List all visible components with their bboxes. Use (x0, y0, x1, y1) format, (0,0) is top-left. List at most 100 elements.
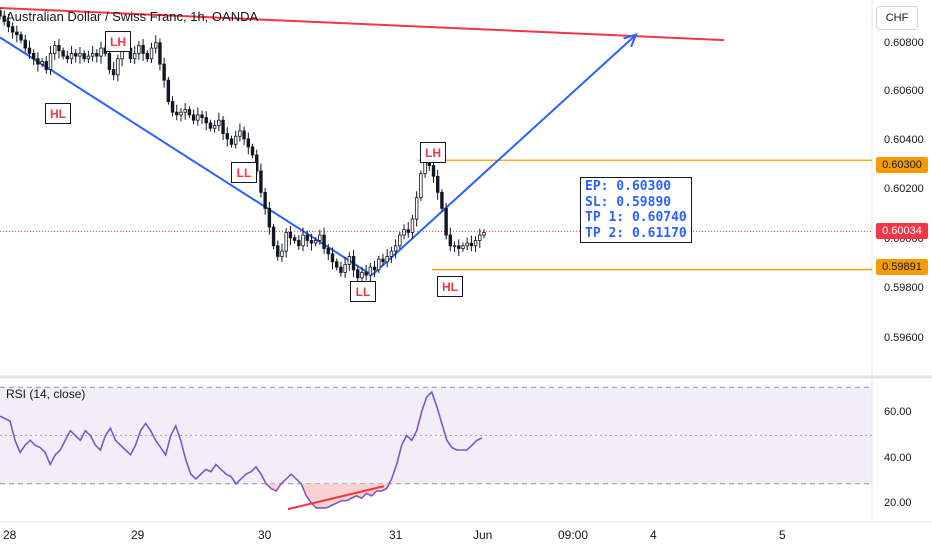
overlay-layer (0, 7, 872, 276)
candle-body (145, 53, 150, 60)
candle-body (473, 240, 478, 247)
candle-body (217, 119, 221, 126)
time-tick-label: 29 (131, 528, 145, 542)
candle-body (482, 232, 486, 236)
candle-body (305, 234, 309, 241)
candle-body (360, 272, 364, 279)
grid-layer (0, 0, 932, 523)
entry-price-tag: 0.60300 (876, 157, 928, 173)
trend-line (371, 33, 637, 276)
candle-body (322, 234, 326, 249)
time-tick-label: 4 (650, 528, 657, 542)
arrow-head-icon (623, 33, 638, 48)
candle-body (15, 31, 19, 36)
candle-body (221, 119, 225, 134)
candle-body (364, 272, 368, 276)
candle-body (19, 34, 23, 41)
candle-body (372, 266, 377, 271)
candle-body (288, 232, 293, 239)
stop-price-tag: 0.59891 (876, 259, 928, 275)
candle-body (292, 237, 297, 241)
candle-body (263, 191, 267, 209)
candle-body (250, 146, 255, 156)
candle-body (162, 63, 166, 81)
candle-body (431, 165, 436, 177)
price-tick-label: 0.60400 (884, 134, 924, 146)
currency-button[interactable]: CHF (876, 6, 918, 30)
candle-body (90, 53, 95, 57)
candle-body (0, 10, 2, 17)
stop-loss-text: SL: 0.59890 (585, 194, 672, 210)
candle-body (381, 258, 385, 263)
candle-body (280, 250, 284, 257)
candle-body (2, 15, 6, 22)
candle-body (389, 250, 394, 257)
candle-body (309, 240, 314, 244)
higher-low-label: HL (437, 276, 463, 297)
candle-body (137, 45, 141, 54)
candle-body (406, 229, 410, 233)
candle-body (452, 245, 457, 248)
rsi-tick-label: 40.00 (884, 452, 912, 464)
candle-body (48, 53, 53, 70)
trade-info-box: EP: 0.60300 SL: 0.59890 TP 1: 0.60740 TP… (580, 177, 692, 243)
candle-body (175, 111, 179, 116)
candle-body (196, 114, 200, 121)
candle-body (111, 69, 116, 76)
lower-high-label: LH (420, 142, 446, 163)
price-tick-label: 0.60800 (884, 37, 924, 49)
candle-body (95, 53, 99, 57)
price-tick-label: 0.60200 (884, 183, 924, 195)
price-tick-label: 0.59600 (884, 332, 924, 344)
candle-body (141, 45, 145, 54)
rsi-layer (0, 390, 483, 511)
candle-body (116, 58, 120, 76)
candle-body (377, 258, 381, 271)
take-profit-2-text: TP 2: 0.61170 (585, 225, 687, 241)
candle-body (170, 101, 175, 113)
entry-price-text: EP: 0.60300 (585, 179, 672, 194)
candle-body (410, 218, 415, 233)
candle-body (414, 197, 419, 220)
candle-body (204, 117, 208, 124)
current-price-tag: 0.60034 (876, 223, 928, 239)
candle-body (23, 39, 27, 49)
rsi-tick-label: 20.00 (884, 497, 912, 509)
candle-body (339, 266, 343, 273)
candle-body (31, 53, 36, 60)
candle-body (469, 242, 474, 247)
candle-body (351, 256, 356, 271)
candle-body (242, 130, 246, 140)
lower-high-label: LH (105, 31, 131, 52)
rsi-divergence-line (287, 485, 385, 511)
candle-body (233, 135, 238, 145)
candle-body (208, 122, 213, 129)
rsi-line (0, 390, 483, 509)
time-tick-label: 31 (389, 528, 403, 542)
candle-body (356, 269, 360, 279)
candle-body (183, 109, 187, 113)
time-tick-label: 09:00 (558, 528, 589, 542)
rsi-indicator-title: RSI (14, close) (6, 387, 86, 401)
candle-body (385, 256, 389, 263)
candle-body (82, 53, 86, 60)
candle-body (465, 242, 469, 247)
take-profit-1-text: TP 1: 0.60740 (585, 210, 687, 225)
candle-body (10, 26, 15, 33)
candle-body (57, 45, 61, 52)
candle-body (191, 114, 196, 121)
candle-body (330, 253, 335, 263)
candle-body (440, 191, 444, 209)
resistance-trendline (0, 7, 725, 42)
candle-body (166, 79, 171, 102)
trend-line (0, 36, 373, 276)
candle-body (149, 47, 154, 60)
candle-body (74, 53, 78, 57)
candle-body (301, 234, 305, 247)
candle-body (132, 53, 137, 60)
candle-body (276, 245, 280, 257)
candle-body (200, 114, 204, 118)
candle-body (393, 245, 398, 252)
price-tick-label: 0.60600 (884, 85, 924, 97)
